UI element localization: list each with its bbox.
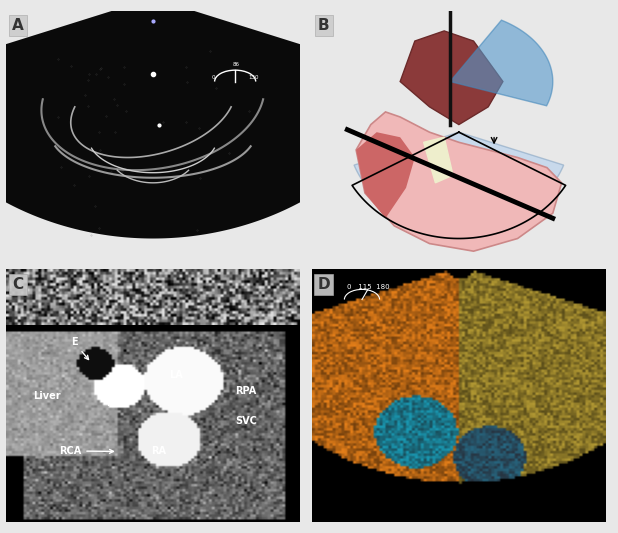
Text: E: E [70,337,88,360]
Text: IVC: IVC [106,398,124,408]
Polygon shape [400,31,503,125]
Text: SVC: SVC [235,416,257,426]
Text: C: C [12,277,23,292]
Text: D: D [318,277,330,292]
Text: RA: RA [151,447,166,456]
Text: 0   115  180: 0 115 180 [347,285,390,290]
Polygon shape [0,0,415,238]
Text: 0: 0 [211,75,215,80]
Text: B: B [318,18,329,33]
Polygon shape [424,137,453,183]
Text: A: A [12,18,24,33]
Text: 86: 86 [232,62,239,67]
Text: RPA: RPA [235,386,256,395]
Text: 130: 130 [248,75,259,80]
Polygon shape [356,112,562,251]
Polygon shape [356,132,415,219]
Text: Liver: Liver [33,391,61,401]
Text: RCA: RCA [59,446,113,456]
Polygon shape [450,20,552,106]
Polygon shape [354,132,564,228]
Text: LA: LA [169,370,184,381]
